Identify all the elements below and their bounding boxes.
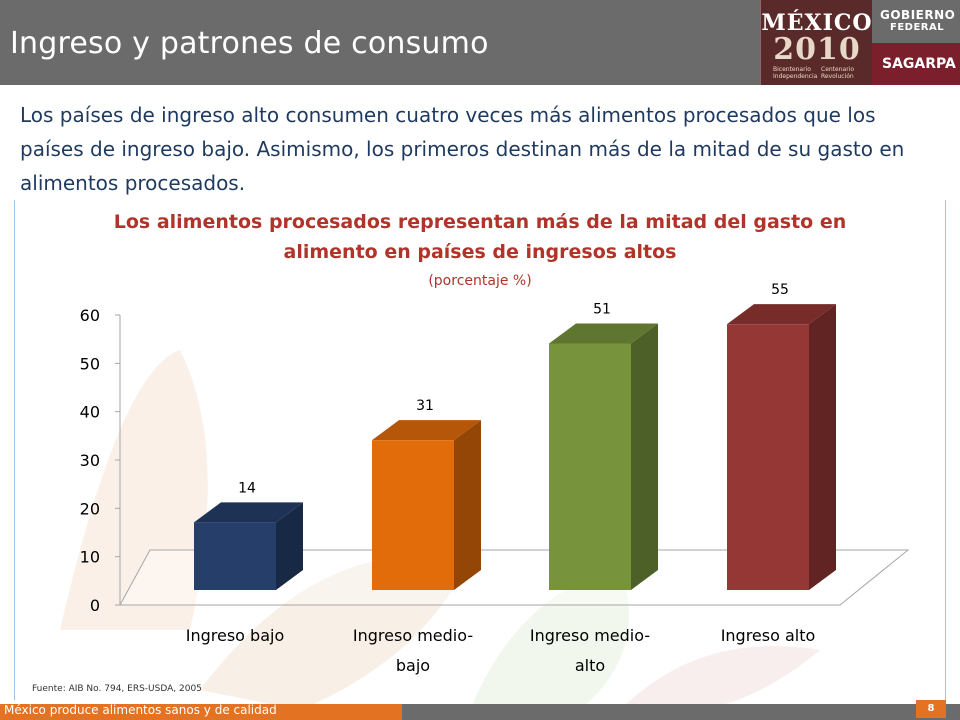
bar-side [631,323,658,590]
logo-gobierno-line2: FEDERAL [890,22,945,33]
mexico-2010-logo: MÉXICO 2010 Bicentenario Independencia C… [760,0,873,85]
logo-mexico-sub-left: Bicentenario Independencia [773,66,818,80]
bar-side [276,502,303,590]
chart-floor [119,549,910,606]
chart-frame [14,200,946,700]
page-number: 8 [916,700,946,718]
y-tick-label: 10 [80,548,100,567]
x-category-label: Ingreso medio- [530,626,650,645]
bar [727,324,809,590]
sagarpa-logo: SAGARPA [872,43,960,85]
logo-mexico-title: MÉXICO [761,10,873,36]
logo-gobierno-line1: GOBIERNO [880,8,956,22]
x-category-label: Ingreso bajo [186,626,285,645]
y-tick-label: 60 [80,306,100,325]
chart-title: Los alimentos procesados representan más… [113,211,847,263]
y-tick-label: 50 [80,354,100,373]
logo-sagarpa-text: SAGARPA [882,56,956,72]
bar-side [809,304,836,590]
x-category-label: Ingreso alto [721,626,816,645]
intro-paragraph: Los países de ingreso alto consumen cuat… [20,103,905,195]
bar-value-label: 14 [238,480,256,496]
y-tick-label: 40 [80,403,100,422]
bar-value-label: 55 [771,282,789,298]
y-tick-label: 30 [80,451,100,470]
page-title: Ingreso y patrones de consumo [10,26,489,61]
y-tick-label: 0 [90,596,100,615]
x-category-label: bajo [396,656,430,675]
logo-mexico-year: 2010 [773,32,861,67]
x-category-label: alto [575,656,605,675]
chart-subtitle: (porcentaje %) [428,273,532,289]
y-tick-label: 20 [80,499,100,518]
gobierno-federal-logo: GOBIERNO FEDERAL [872,0,960,43]
bar-top [549,323,658,344]
source-note: Fuente: AIB No. 794, ERS-USDA, 2005 [32,684,202,694]
bar-top [372,420,481,441]
bar [372,440,454,590]
bar-top [194,502,303,523]
footer-text: México produce alimentos sanos y de cali… [4,703,277,717]
bar-side [454,420,481,590]
bar [194,522,276,590]
bar-chart: 0 10 20 30 40 50 60 14 Ingreso bajo 31 Ingreso med… [80,282,910,675]
footer-tab [0,704,402,720]
x-category-label: Ingreso medio- [353,626,473,645]
bar-value-label: 31 [416,398,434,414]
bar-value-label: 51 [593,302,611,318]
bar-top [727,304,836,325]
logo-mexico-sub-right: Centenario Revolución [821,66,855,80]
bar [549,343,631,590]
